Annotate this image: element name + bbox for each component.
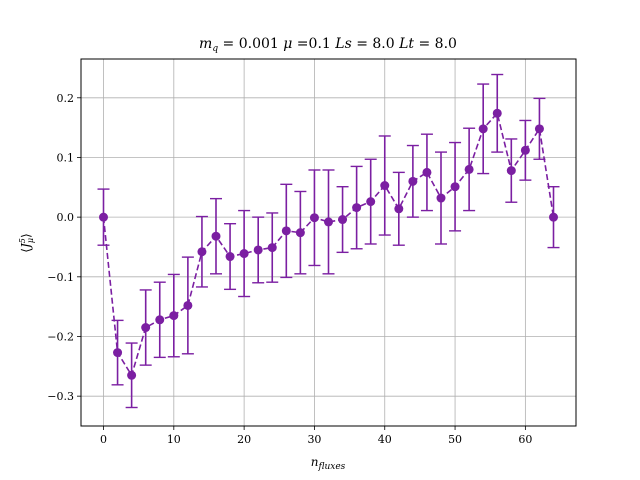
data-point <box>394 204 404 214</box>
plot-frame <box>80 58 577 427</box>
x-tick-label: 60 <box>518 433 532 446</box>
data-point <box>113 348 123 358</box>
data-point <box>211 231 221 241</box>
data-point <box>366 197 376 207</box>
data-point <box>253 245 263 255</box>
x-tick-label: 0 <box>100 433 107 446</box>
data-point <box>155 315 165 325</box>
data-point <box>380 181 390 191</box>
data-point <box>478 124 488 134</box>
data-point <box>352 203 362 213</box>
y-tick-label: −0.2 <box>47 330 74 343</box>
data-point <box>281 226 291 236</box>
data-point <box>534 124 544 134</box>
grid <box>81 59 576 426</box>
ticks: 0 10 20 30 40 50 60 −0.3 −0.2 −0.1 0.0 0.1 0.2 <box>47 92 532 446</box>
y-axis-label: ⟨J5μ⟩ <box>18 233 35 252</box>
x-tick-label: 40 <box>378 433 392 446</box>
y-tick-label: 0.2 <box>57 92 75 105</box>
series-layer <box>97 73 560 409</box>
y-tick-label: 0.1 <box>57 151 75 164</box>
data-point <box>169 311 179 321</box>
data-point <box>549 212 558 222</box>
data-point <box>408 176 418 186</box>
data-point <box>99 212 108 222</box>
y-tick-label: −0.3 <box>47 390 74 403</box>
data-point <box>506 166 516 176</box>
data-point <box>239 249 249 259</box>
data-point <box>267 243 277 253</box>
data-point <box>141 323 151 333</box>
data-point <box>450 182 460 192</box>
data-point <box>127 370 137 380</box>
data-point <box>520 145 530 155</box>
data-point <box>422 167 432 177</box>
data-point <box>309 213 319 223</box>
data-point <box>324 217 333 227</box>
chart-title: mq = 0.001 μ =0.1 Ls = 8.0 Lt = 8.0 <box>199 36 457 54</box>
data-point <box>197 247 207 257</box>
data-point <box>183 300 193 310</box>
data-point <box>338 215 348 225</box>
data-point <box>464 164 474 174</box>
y-tick-label: 0.0 <box>57 211 75 224</box>
x-tick-label: 10 <box>167 433 181 446</box>
data-point <box>225 252 235 262</box>
y-tick-label: −0.1 <box>47 271 74 284</box>
x-tick-label: 50 <box>448 433 462 446</box>
x-axis-label: nfluxes <box>311 455 346 472</box>
data-point <box>436 193 446 203</box>
x-tick-label: 30 <box>307 433 321 446</box>
x-tick-label: 20 <box>237 433 251 446</box>
data-point <box>295 228 305 238</box>
data-point <box>492 108 502 118</box>
